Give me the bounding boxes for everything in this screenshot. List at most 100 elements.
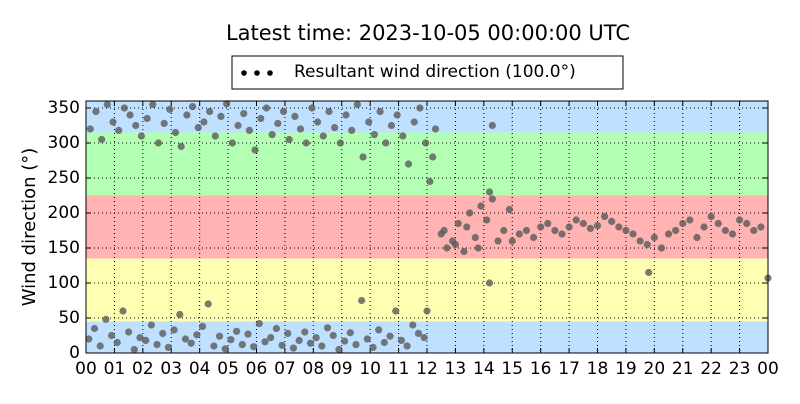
- data-point: [251, 146, 259, 154]
- data-point: [601, 212, 609, 221]
- data-point: [757, 223, 765, 231]
- data-point: [477, 202, 485, 210]
- data-point: [98, 135, 106, 144]
- data-point: [313, 118, 322, 126]
- data-point: [187, 339, 195, 347]
- data-point: [193, 331, 201, 339]
- data-point: [579, 219, 587, 228]
- legend-marker: [254, 70, 260, 76]
- data-point: [414, 329, 423, 337]
- data-point: [85, 335, 93, 343]
- data-point: [90, 324, 99, 333]
- data-point: [423, 307, 431, 315]
- data-point: [268, 131, 276, 139]
- data-point: [410, 118, 418, 126]
- data-point: [210, 342, 218, 350]
- data-point: [664, 230, 673, 238]
- data-point: [376, 107, 384, 116]
- data-point: [238, 341, 246, 349]
- data-point: [240, 110, 248, 118]
- data-point: [318, 342, 326, 350]
- data-point: [227, 336, 235, 344]
- data-point: [743, 219, 751, 228]
- data-point: [735, 216, 744, 224]
- data-point: [443, 244, 451, 252]
- data-point: [166, 105, 174, 113]
- x-tick-label: 02: [132, 359, 154, 379]
- data-point: [572, 216, 580, 224]
- data-point: [636, 237, 644, 245]
- data-point: [386, 332, 394, 340]
- data-point: [245, 126, 253, 134]
- data-point: [153, 341, 161, 349]
- x-tick-label: 18: [587, 359, 609, 379]
- data-point: [375, 326, 383, 334]
- x-tick-label: 12: [416, 359, 438, 379]
- y-tick-label: 200: [48, 203, 80, 223]
- data-point: [420, 334, 428, 342]
- data-point: [679, 219, 687, 228]
- data-point: [244, 330, 252, 338]
- data-point: [159, 329, 167, 337]
- data-point: [181, 335, 190, 343]
- data-point: [160, 119, 168, 127]
- data-point: [352, 341, 360, 349]
- data-point: [137, 132, 146, 140]
- data-point: [103, 100, 111, 109]
- data-point: [295, 336, 303, 344]
- data-point: [250, 343, 258, 351]
- data-point: [200, 118, 208, 126]
- data-point: [399, 132, 407, 140]
- data-point: [429, 153, 437, 161]
- data-point: [176, 310, 184, 319]
- data-point: [471, 233, 479, 242]
- x-tick-label: 01: [104, 359, 126, 379]
- data-point: [608, 217, 616, 225]
- data-point: [728, 230, 737, 238]
- data-point: [217, 112, 225, 120]
- data-point: [119, 307, 127, 315]
- data-point: [426, 177, 434, 186]
- data-point: [126, 111, 134, 119]
- data-point: [164, 343, 173, 351]
- data-point: [645, 268, 653, 277]
- x-tick-label: 20: [644, 359, 666, 379]
- data-point: [183, 111, 191, 119]
- data-point: [291, 112, 299, 120]
- data-point: [686, 216, 694, 224]
- data-point: [693, 233, 701, 242]
- data-point: [136, 334, 144, 342]
- y-axis-label: Wind direction (°): [19, 148, 40, 307]
- data-point: [302, 139, 310, 147]
- data-point: [211, 132, 219, 140]
- legend-marker: [267, 70, 273, 76]
- data-point: [204, 300, 212, 308]
- data-point: [700, 223, 708, 231]
- data-point: [586, 224, 594, 232]
- data-point: [223, 100, 231, 108]
- data-point: [335, 345, 343, 354]
- x-tick-label: 04: [189, 359, 211, 379]
- data-point: [488, 121, 496, 130]
- plot-frame: [85, 100, 769, 354]
- data-point: [279, 107, 288, 116]
- data-point: [370, 131, 379, 139]
- data-point: [301, 328, 309, 336]
- data-point: [431, 125, 440, 133]
- data-point: [120, 104, 128, 112]
- data-point: [750, 226, 758, 235]
- data-point: [558, 230, 566, 238]
- data-point: [451, 240, 460, 249]
- data-point: [365, 118, 373, 126]
- data-point: [86, 125, 94, 133]
- x-tick-label: 09: [331, 359, 353, 379]
- data-point: [228, 139, 236, 147]
- data-point: [393, 111, 401, 119]
- x-tick-label: 11: [388, 359, 410, 379]
- data-point: [650, 233, 658, 242]
- data-point: [382, 139, 390, 147]
- legend-box: [231, 55, 624, 90]
- data-point: [234, 121, 242, 130]
- data-point: [262, 104, 271, 112]
- data-point: [149, 100, 157, 109]
